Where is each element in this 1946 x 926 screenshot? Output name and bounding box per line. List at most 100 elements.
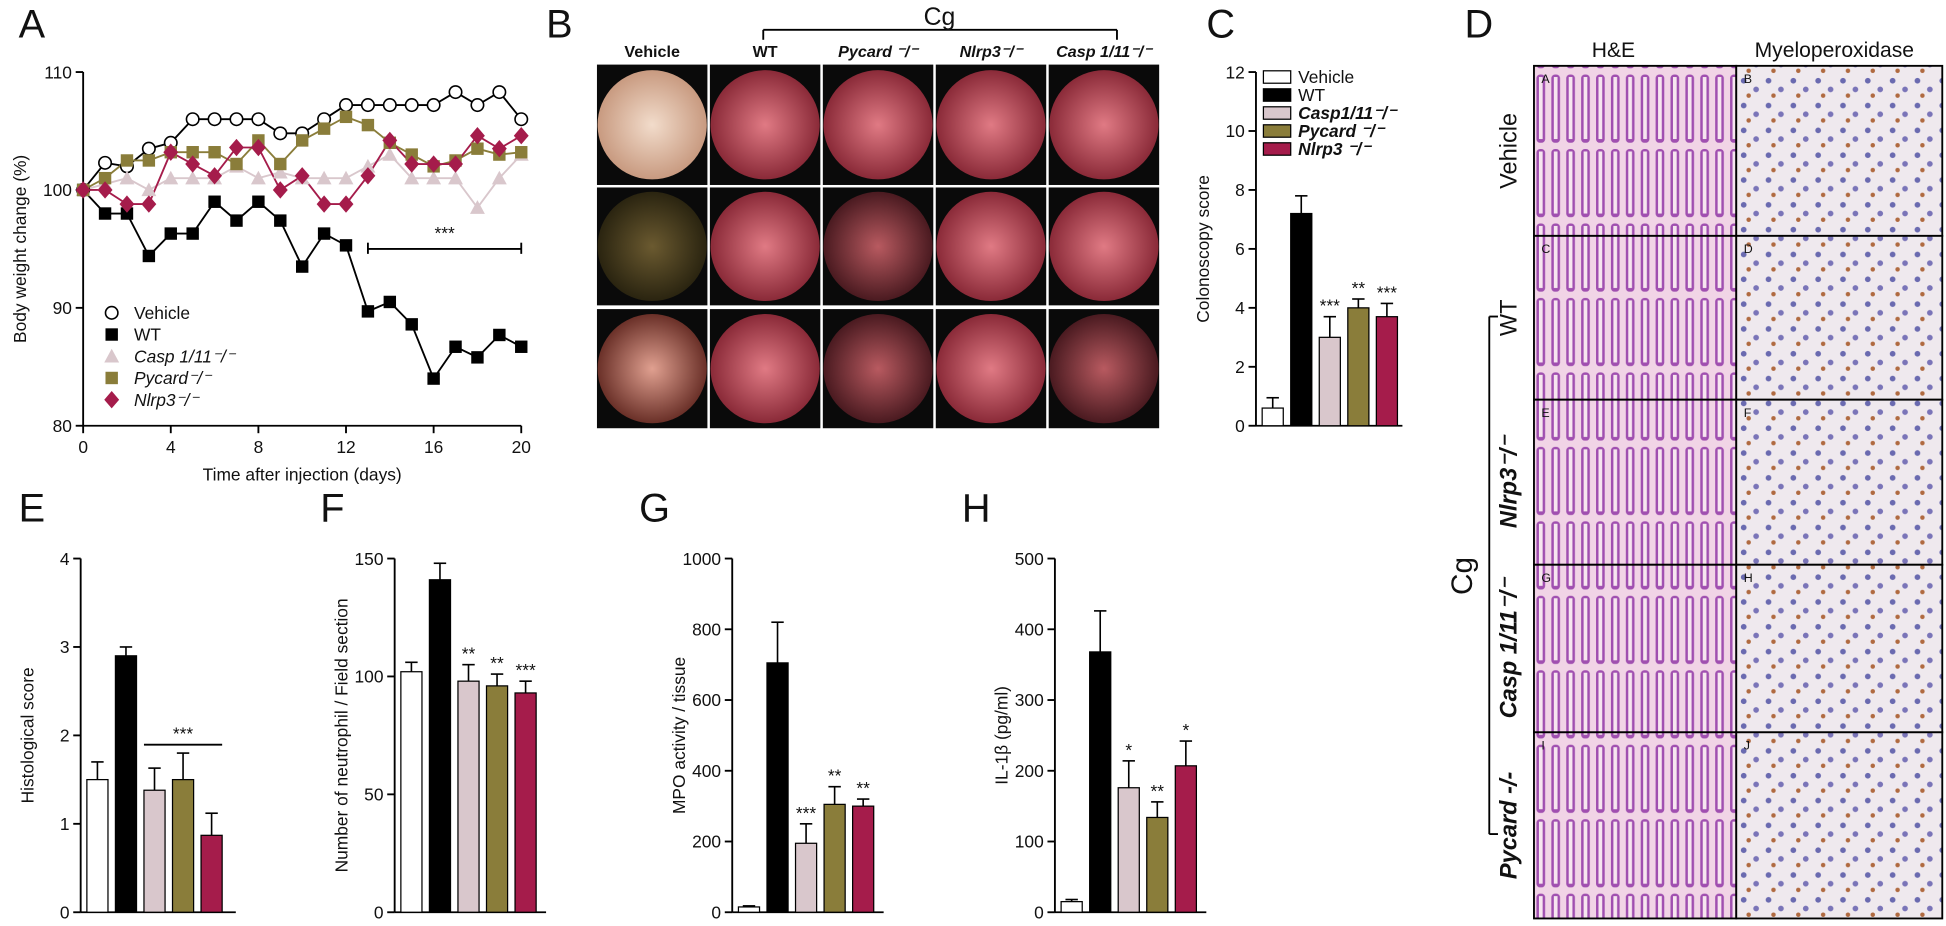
y-tick-label: 600 [692,690,721,710]
significance: *** [515,660,536,680]
marker [316,195,332,213]
y-tick-label: 300 [1015,690,1044,710]
marker [448,85,463,100]
marker [141,182,157,197]
legend-label: WT [1298,85,1325,105]
marker [98,171,112,185]
group-label: Cg [1446,557,1479,595]
endoscopy-view [597,314,707,424]
marker [515,340,528,353]
endoscopy-view [1049,191,1159,302]
y-tick-label: 3 [60,637,70,657]
histology-mpo [1735,563,1944,734]
legend-swatch [1262,88,1292,102]
column-label: Nlrp3⁻/⁻ [960,43,1024,61]
marker [361,118,375,132]
cell-label: A [1541,72,1550,86]
marker [471,351,484,364]
y-tick-label: 400 [692,761,721,781]
endoscopy-view [597,191,707,302]
marker [383,295,397,309]
panel-label: C [1206,2,1235,46]
marker [141,195,157,213]
bar [1146,816,1169,913]
y-tick-label: 2 [1235,357,1245,377]
marker [361,305,375,318]
y-axis-label: MPO activity / tissue [669,657,689,814]
bar [428,579,452,913]
marker [207,167,223,185]
x-tick-label: 16 [424,437,443,457]
y-tick-label: 200 [692,832,721,852]
bar [1290,212,1313,427]
histology-he [1533,64,1738,237]
marker [142,154,156,167]
marker [164,227,177,240]
row-label: Pycard -/- [1496,772,1522,880]
marker [338,195,354,213]
row-label: WT [1496,299,1522,336]
endoscopy-view [710,70,820,180]
marker [250,170,266,185]
y-tick-label: 80 [53,416,72,436]
legend-swatch [1262,70,1292,84]
marker [316,170,332,185]
bar [737,906,761,913]
legend-label: Nlrp3⁻/⁻ [134,390,200,410]
legend-marker [104,348,120,363]
y-tick-label: 12 [1225,62,1244,82]
significance: * [1125,740,1132,760]
bar [766,662,789,913]
marker [273,126,288,141]
y-tick-label: 1000 [682,549,721,569]
marker [338,98,354,113]
column-label: Pycard ⁻/⁻ [838,43,919,61]
marker [491,139,507,158]
marker [317,227,331,240]
cell-label: D [1744,242,1753,256]
marker [469,200,485,214]
marker [360,98,375,113]
endoscopy-view [823,191,933,302]
panel-label: D [1464,2,1493,46]
bar [1089,651,1112,913]
marker [230,214,243,227]
y-tick-label: 400 [1015,619,1044,639]
panel-label: E [19,486,45,530]
cell-label: C [1541,242,1550,256]
marker [272,181,288,199]
bar [200,834,223,913]
y-tick-label: 0 [1034,902,1044,921]
marker [120,207,134,220]
marker [207,112,222,127]
marker [230,157,243,171]
marker [251,112,266,127]
significance: ** [856,778,870,798]
y-tick-label: 0 [60,902,70,921]
significance: ** [1151,781,1165,801]
legend-marker [105,328,118,341]
marker [513,127,529,145]
bar [1261,407,1284,427]
marker [185,155,201,173]
endoscopy-view [710,191,820,302]
marker [186,146,199,159]
significance: ** [828,766,842,786]
cell-label: F [1744,406,1752,420]
legend-swatch [1262,106,1292,120]
marker [142,249,156,263]
bar [514,692,537,913]
marker [186,227,199,240]
bar [851,805,875,913]
y-tick-label: 4 [1235,298,1245,318]
bar [794,842,818,913]
significance: ** [462,644,476,664]
marker [493,328,506,342]
cell-label: H [1744,571,1753,585]
marker [339,110,353,124]
marker [426,98,441,113]
legend-label: Pycard⁻/⁻ [134,368,213,388]
legend-label: Casp 1/11⁻/⁻ [134,346,237,366]
bar [1174,765,1198,913]
y-axis-label: IL-1β (pg/ml) [992,686,1012,785]
